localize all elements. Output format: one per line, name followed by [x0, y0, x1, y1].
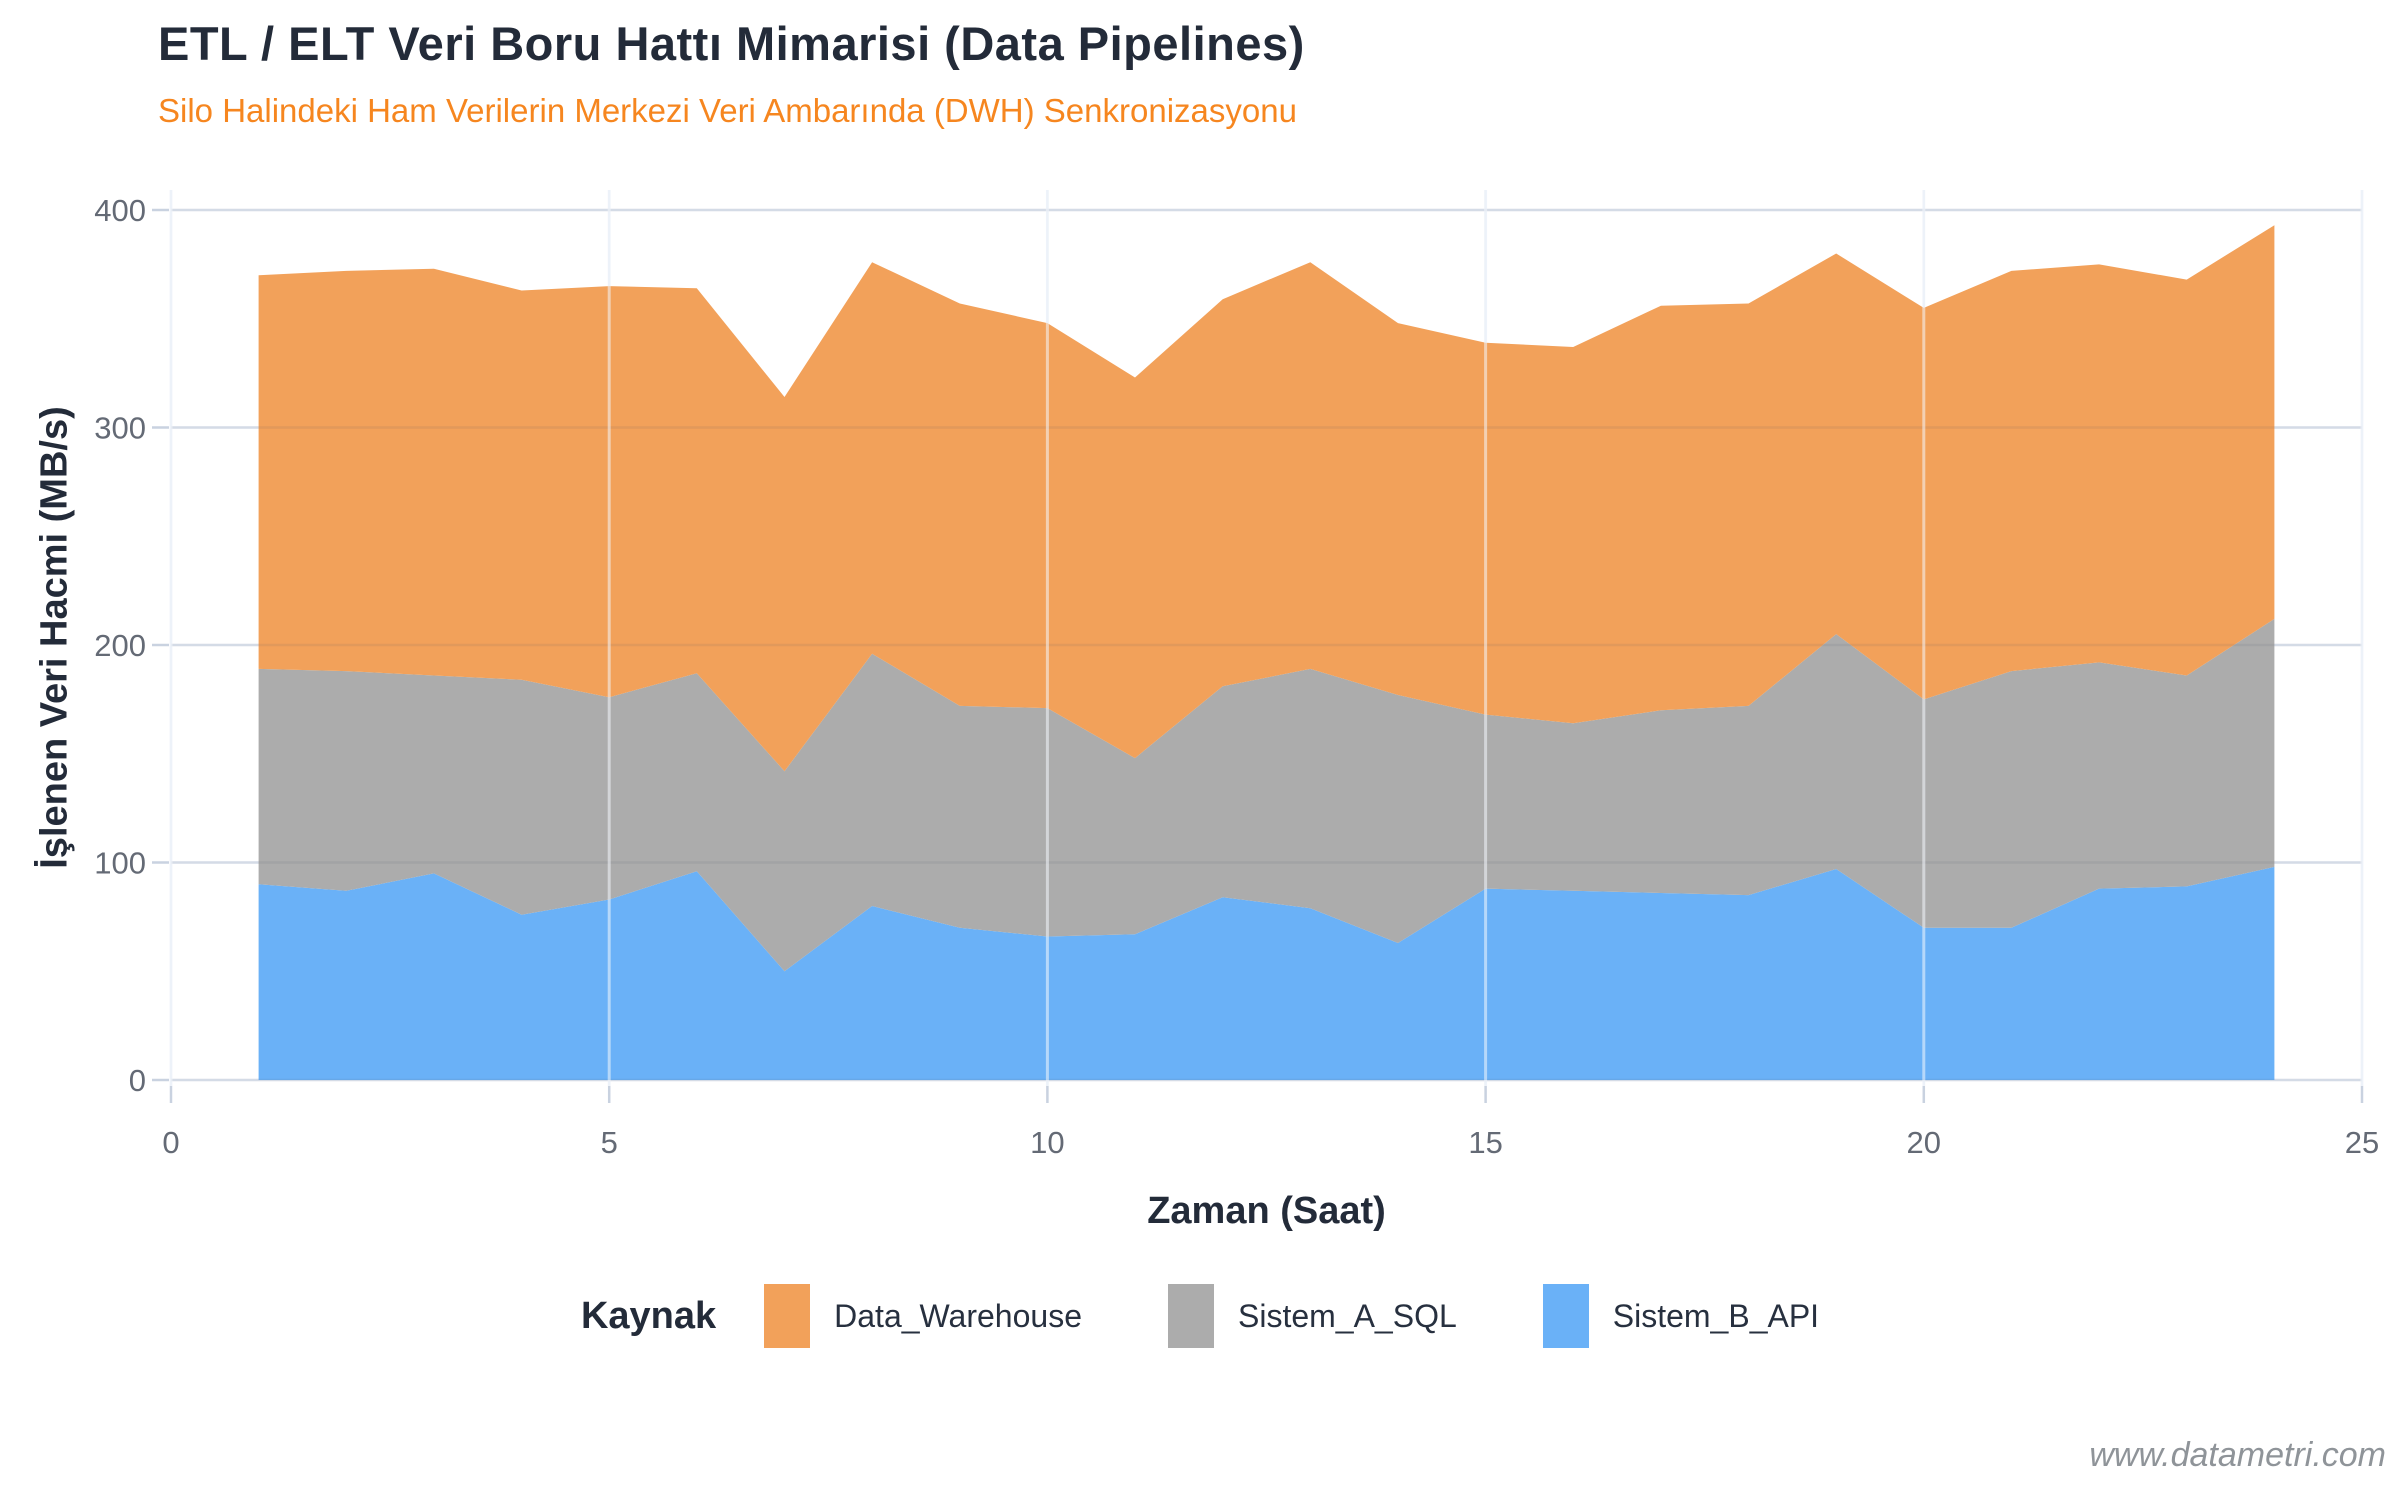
chart-subtitle: Silo Halindeki Ham Verilerin Merkezi Ver…	[158, 92, 1297, 129]
y-axis-title: İşlenen Veri Hacmi (MB/s)	[33, 406, 76, 869]
legend-item-Sistem_A_SQL: Sistem_A_SQL	[1167, 1284, 1457, 1348]
legend-label: Sistem_A_SQL	[1237, 1297, 1457, 1334]
legend-swatch-Sistem_B_API	[1542, 1284, 1589, 1348]
legend-title: Kaynak	[580, 1294, 717, 1337]
x-tick-label: 25	[2345, 1125, 2379, 1160]
chart-title: ETL / ELT Veri Boru Hattı Mimarisi (Data…	[158, 17, 1305, 70]
legend: Kaynak Data_Warehouse Sistem_A_SQL Sistem_…	[0, 1284, 2400, 1348]
x-tick-label: 0	[162, 1125, 179, 1160]
y-tick-label: 200	[94, 628, 146, 663]
legend-item-Data_Warehouse: Data_Warehouse	[764, 1284, 1082, 1348]
x-tick-label: 15	[1468, 1125, 1502, 1160]
y-tick-label: 400	[94, 193, 146, 228]
area-Sistem_A_SQL	[258, 618, 2275, 972]
y-tick-label: 0	[129, 1063, 146, 1098]
legend-item-Sistem_B_API: Sistem_B_API	[1542, 1284, 1820, 1348]
x-axis-title: Zaman (Saat)	[1147, 1190, 1386, 1232]
x-tick-label: 5	[601, 1125, 618, 1160]
legend-items: Data_Warehouse Sistem_A_SQL Sistem_B_API	[764, 1284, 1819, 1348]
area-Sistem_B_API	[258, 866, 2275, 1080]
legend-label: Data_Warehouse	[834, 1297, 1082, 1334]
area-Data_Warehouse	[258, 225, 2275, 772]
x-tick-label: 10	[1030, 1125, 1064, 1160]
y-tick-label: 100	[94, 846, 146, 881]
legend-swatch-Data_Warehouse	[764, 1284, 811, 1348]
x-tick-label: 20	[1907, 1125, 1941, 1160]
legend-label: Sistem_B_API	[1612, 1297, 1820, 1334]
y-tick-label: 300	[94, 411, 146, 446]
watermark: www.datametri.com	[2089, 1436, 2386, 1474]
legend-swatch-Sistem_A_SQL	[1167, 1284, 1214, 1348]
